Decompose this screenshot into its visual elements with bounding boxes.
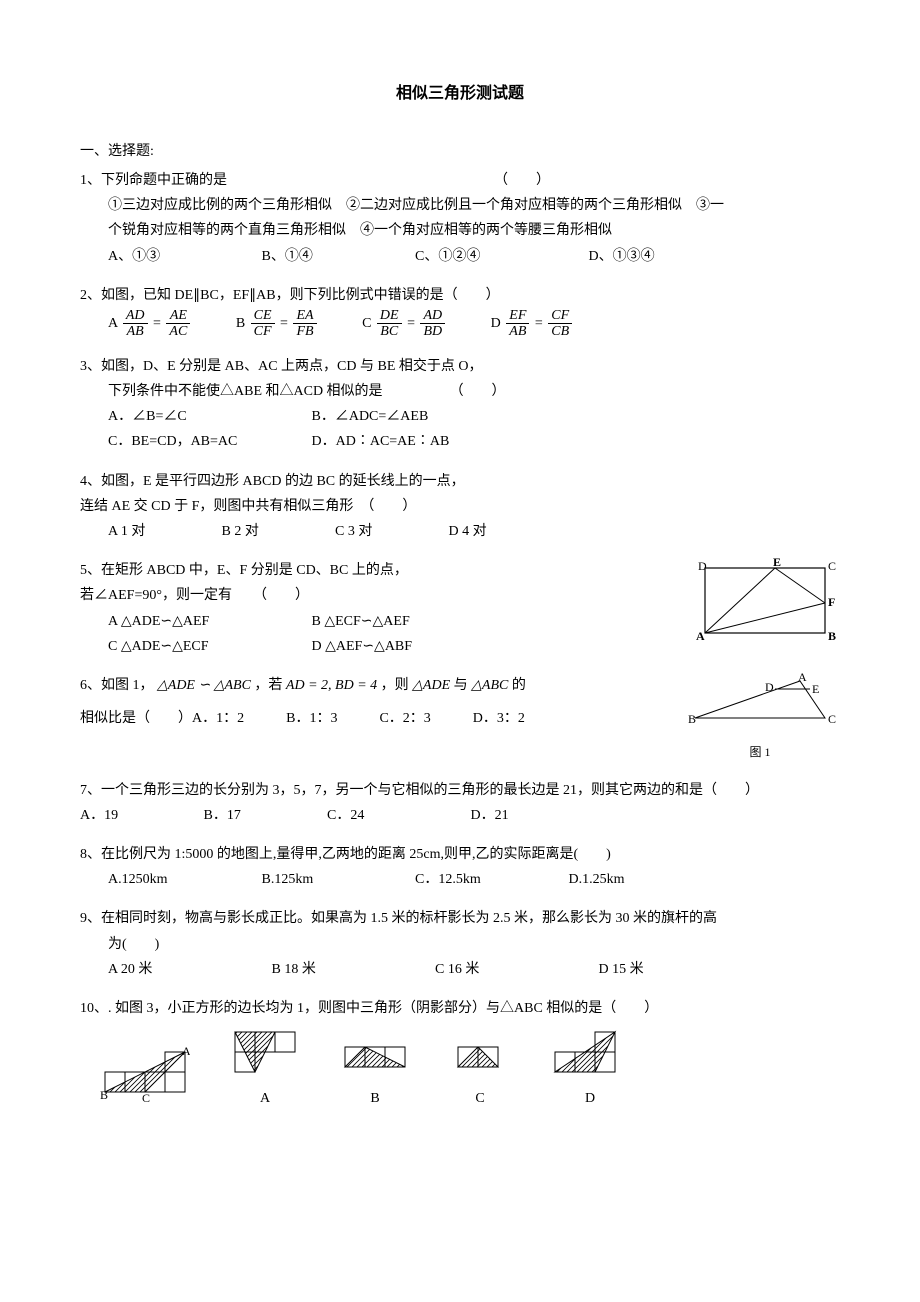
q2-stem: 2、如图，已知 DE∥BC，EF∥AB，则下列比例式中错误的是（ ） bbox=[80, 283, 840, 308]
q4-opt-c[interactable]: C 3 对 bbox=[335, 519, 405, 544]
svg-text:C: C bbox=[828, 559, 836, 573]
q5-figure: D E C F A B bbox=[690, 558, 840, 657]
q9-line2: 为( ) bbox=[80, 932, 840, 957]
question-2: 2、如图，已知 DE∥BC，EF∥AB，则下列比例式中错误的是（ ） A ADA… bbox=[80, 283, 840, 340]
q6-figure: A D E B C 图 1 bbox=[680, 673, 840, 764]
svg-text:F: F bbox=[828, 595, 835, 609]
svg-text:D: D bbox=[765, 680, 774, 694]
q4-opt-a[interactable]: A 1 对 bbox=[108, 519, 178, 544]
q9-line1: 9、在相同时刻，物高与影长成正比。如果高为 1.5 米的标杆影长为 2.5 米，… bbox=[80, 906, 840, 931]
q3-line2: 下列条件中不能使△ABE 和△ACD 相似的是 bbox=[108, 384, 383, 399]
q1-prop2: 个锐角对应相等的两个直角三角形相似 ④一个角对应相等的两个等腰三角形相似 bbox=[80, 218, 840, 243]
q1-opt-c[interactable]: C、①②④ bbox=[415, 244, 545, 269]
q1-prop1: ①三边对应成比例的两个三角形相似 ②二边对应成比例且一个角对应相等的两个三角形相… bbox=[80, 193, 840, 218]
q5-line1: 5、在矩形 ABCD 中，E、F 分别是 CD、BC 上的点， bbox=[80, 558, 670, 583]
q9-opt-a[interactable]: A 20 米 bbox=[108, 957, 228, 982]
q2-c-label: C bbox=[362, 316, 371, 331]
q5-opt-c[interactable]: C △ADE∽△ECF bbox=[108, 634, 308, 659]
question-3: 3、如图，D、E 分别是 AB、AC 上两点，CD 与 BE 相交于点 O， 下… bbox=[80, 354, 840, 455]
question-4: 4、如图，E 是平行四边形 ABCD 的边 BC 的延长线上的一点， 连结 AE… bbox=[80, 469, 840, 545]
q10-opt-c[interactable]: C bbox=[450, 1039, 510, 1111]
q5-opt-b[interactable]: B △ECF∽△AEF bbox=[312, 609, 512, 634]
q1-blank: （ ） bbox=[494, 173, 550, 188]
svg-text:B: B bbox=[100, 1088, 108, 1102]
q3-opt-b[interactable]: B．∠ADC=∠AEB bbox=[312, 404, 512, 429]
q9-opt-b[interactable]: B 18 米 bbox=[272, 957, 392, 982]
q8-opt-b[interactable]: B.125km bbox=[262, 867, 372, 892]
q10-opt-b[interactable]: B bbox=[340, 1039, 410, 1111]
q5-opt-d[interactable]: D △AEF∽△ABF bbox=[312, 634, 512, 659]
q3-opt-d[interactable]: D．AD∶AC=AE∶AB bbox=[312, 429, 512, 454]
question-10: 10、. 如图 3，小正方形的边长均为 1，则图中三角形（阴影部分）与△ABC … bbox=[80, 996, 840, 1112]
q5-opt-a[interactable]: A △ADE∽△AEF bbox=[108, 609, 308, 634]
q6-sim: △ADE ∽ △ABC bbox=[157, 678, 251, 693]
question-8: 8、在比例尺为 1:5000 的地图上,量得甲,乙两地的距离 25cm,则甲,乙… bbox=[80, 842, 840, 892]
q9-opt-d[interactable]: D 15 米 bbox=[599, 957, 644, 982]
q7-opt-a[interactable]: A．19 bbox=[80, 803, 160, 828]
q8-opt-c[interactable]: C．12.5km bbox=[415, 867, 525, 892]
q1-stem: 1、下列命题中正确的是 bbox=[80, 173, 227, 188]
svg-text:B: B bbox=[828, 629, 836, 643]
q3-opt-a[interactable]: A．∠B=∠C bbox=[108, 404, 308, 429]
q1-opt-b[interactable]: B、①④ bbox=[262, 244, 372, 269]
q7-stem: 7、一个三角形三边的长分别为 3，5，7，另一个与它相似的三角形的最长边是 21… bbox=[80, 778, 840, 803]
svg-text:D: D bbox=[698, 559, 707, 573]
q6-line2: 相似比是（ ）A．1：2 B．1：3 C．2：3 D．3：2 bbox=[80, 706, 660, 731]
q9-opt-c[interactable]: C 16 米 bbox=[435, 957, 555, 982]
question-7: 7、一个三角形三边的长分别为 3，5，7，另一个与它相似的三角形的最长边是 21… bbox=[80, 778, 840, 828]
question-1: 1、下列命题中正确的是 （ ） ①三边对应成比例的两个三角形相似 ②二边对应成比… bbox=[80, 168, 840, 269]
svg-text:C: C bbox=[828, 712, 836, 726]
q2-opt-a[interactable]: A ADAB = AEAC bbox=[108, 308, 192, 340]
q4-line2: 连结 AE 交 CD 于 F，则图中共有相似三角形 （ ） bbox=[80, 494, 840, 519]
q2-opt-c[interactable]: C DEBC = ADBD bbox=[362, 308, 447, 340]
q7-opt-d[interactable]: D．21 bbox=[471, 803, 509, 828]
q2-b-label: B bbox=[236, 316, 245, 331]
q3-blank: （ ） bbox=[450, 384, 506, 399]
q10-opt-d[interactable]: D bbox=[550, 1029, 630, 1111]
page-title: 相似三角形测试题 bbox=[80, 80, 840, 109]
q2-a-label: A bbox=[108, 316, 117, 331]
q2-d-label: D bbox=[491, 316, 501, 331]
q3-line1: 3、如图，D、E 分别是 AB、AC 上两点，CD 与 BE 相交于点 O， bbox=[80, 354, 840, 379]
q2-opt-b[interactable]: B CECF = EAFB bbox=[236, 308, 319, 340]
svg-text:A: A bbox=[798, 673, 807, 684]
q10-ref-figure: A B C bbox=[100, 1047, 190, 1111]
svg-text:A: A bbox=[182, 1047, 190, 1058]
question-9: 9、在相同时刻，物高与影长成正比。如果高为 1.5 米的标杆影长为 2.5 米，… bbox=[80, 906, 840, 982]
q8-opt-d[interactable]: D.1.25km bbox=[569, 867, 625, 892]
q4-opt-b[interactable]: B 2 对 bbox=[222, 519, 292, 544]
svg-text:E: E bbox=[773, 558, 781, 569]
svg-text:A: A bbox=[696, 629, 705, 643]
svg-text:B: B bbox=[688, 712, 696, 726]
q7-opt-b[interactable]: B．17 bbox=[204, 803, 284, 828]
q3-opt-c[interactable]: C．BE=CD，AB=AC bbox=[108, 429, 308, 454]
q10-stem: 10、. 如图 3，小正方形的边长均为 1，则图中三角形（阴影部分）与△ABC … bbox=[80, 996, 840, 1021]
q2-opt-d[interactable]: D EFAB = CFCB bbox=[491, 308, 575, 340]
svg-text:E: E bbox=[812, 682, 819, 696]
q8-opt-a[interactable]: A.1250km bbox=[108, 867, 218, 892]
q4-line1: 4、如图，E 是平行四边形 ABCD 的边 BC 的延长线上的一点， bbox=[80, 469, 840, 494]
q6-pre: 6、如图 1， bbox=[80, 678, 154, 693]
q1-opt-d[interactable]: D、①③④ bbox=[589, 244, 655, 269]
q8-stem: 8、在比例尺为 1:5000 的地图上,量得甲,乙两地的距离 25cm,则甲,乙… bbox=[80, 842, 840, 867]
q4-opt-d[interactable]: D 4 对 bbox=[449, 519, 487, 544]
q7-opt-c[interactable]: C．24 bbox=[327, 803, 427, 828]
svg-text:C: C bbox=[142, 1091, 150, 1102]
section-heading: 一、选择题: bbox=[80, 139, 840, 164]
question-5: 5、在矩形 ABCD 中，E、F 分别是 CD、BC 上的点， 若∠AEF=90… bbox=[80, 558, 840, 659]
q10-opt-a[interactable]: A bbox=[230, 1029, 300, 1111]
q1-opt-a[interactable]: A、①③ bbox=[108, 244, 218, 269]
question-6: 6、如图 1， △ADE ∽ △ABC ，若 AD = 2, BD = 4 ，则… bbox=[80, 673, 840, 764]
q5-line2: 若∠AEF=90°，则一定有 （ ） bbox=[80, 583, 670, 608]
